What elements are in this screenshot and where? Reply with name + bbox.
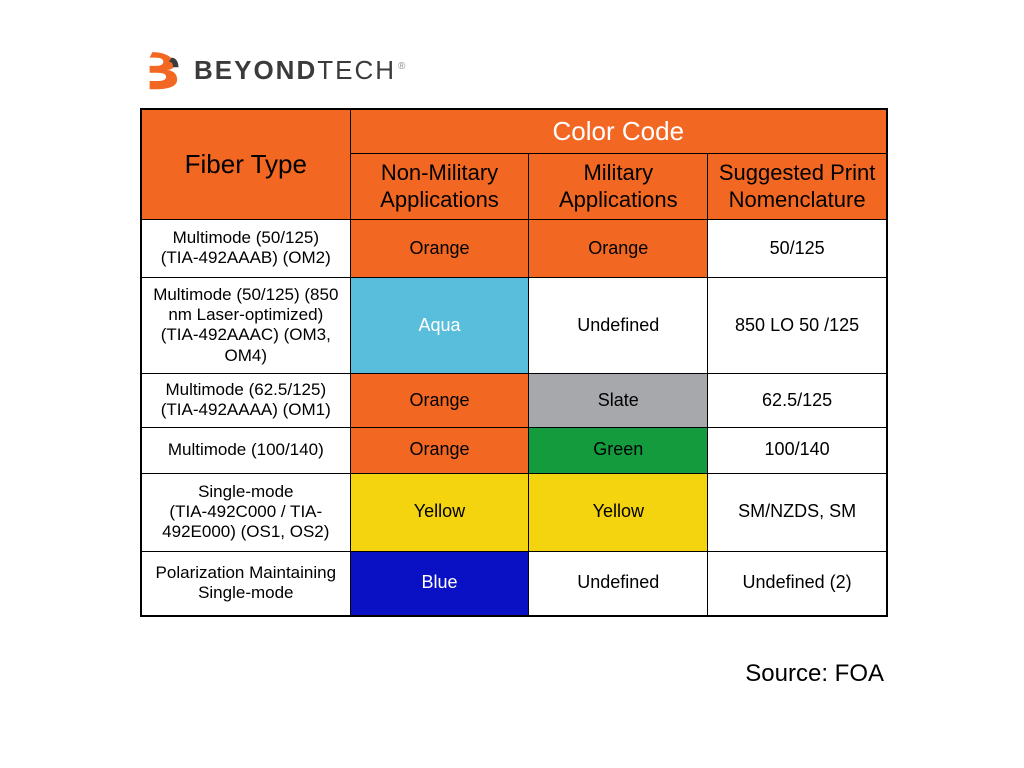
cell-nomenclature: 62.5/125 bbox=[708, 373, 887, 427]
cell-military: Green bbox=[529, 427, 708, 473]
table-row: Polarization MaintainingSingle-modeBlueU… bbox=[142, 551, 887, 615]
cell-nomenclature: 50/125 bbox=[708, 219, 887, 277]
table-body: Multimode (50/125)(TIA-492AAAB) (OM2)Ora… bbox=[142, 219, 887, 615]
cell-non-military: Aqua bbox=[350, 277, 529, 373]
cell-fiber-type: Multimode (50/125)(TIA-492AAAB) (OM2) bbox=[142, 219, 351, 277]
cell-fiber-type: Single-mode(TIA-492C000 / TIA-492E000) (… bbox=[142, 473, 351, 551]
cell-fiber-type: Multimode (50/125) (850nm Laser-optimize… bbox=[142, 277, 351, 373]
cell-nomenclature: SM/NZDS, SM bbox=[708, 473, 887, 551]
logo-text: BEYONDTECH® bbox=[194, 55, 407, 86]
header-non-military: Non-MilitaryApplications bbox=[350, 154, 529, 220]
cell-non-military: Yellow bbox=[350, 473, 529, 551]
table-row: Multimode (100/140)OrangeGreen100/140 bbox=[142, 427, 887, 473]
table-row: Single-mode(TIA-492C000 / TIA-492E000) (… bbox=[142, 473, 887, 551]
cell-military: Undefined bbox=[529, 277, 708, 373]
color-code-table: Fiber Type Color Code Non-MilitaryApplic… bbox=[140, 108, 888, 617]
logo-registered: ® bbox=[398, 61, 407, 72]
cell-non-military: Blue bbox=[350, 551, 529, 615]
header-fiber-type: Fiber Type bbox=[142, 110, 351, 220]
cell-fiber-type: Multimode (100/140) bbox=[142, 427, 351, 473]
brand-logo: BEYONDTECH® bbox=[140, 48, 407, 92]
cell-military: Undefined bbox=[529, 551, 708, 615]
cell-nomenclature: Undefined (2) bbox=[708, 551, 887, 615]
header-nomenclature: Suggested PrintNomenclature bbox=[708, 154, 887, 220]
header-color-code: Color Code bbox=[350, 110, 886, 154]
logo-light: TECH bbox=[317, 55, 396, 85]
cell-fiber-type: Multimode (62.5/125)(TIA-492AAAA) (OM1) bbox=[142, 373, 351, 427]
cell-nomenclature: 100/140 bbox=[708, 427, 887, 473]
cell-military: Orange bbox=[529, 219, 708, 277]
cell-nomenclature: 850 LO 50 /125 bbox=[708, 277, 887, 373]
cell-fiber-type: Polarization MaintainingSingle-mode bbox=[142, 551, 351, 615]
logo-bold: BEYOND bbox=[194, 55, 317, 85]
cell-military: Yellow bbox=[529, 473, 708, 551]
table-row: Multimode (50/125)(TIA-492AAAB) (OM2)Ora… bbox=[142, 219, 887, 277]
cell-non-military: Orange bbox=[350, 219, 529, 277]
table-row: Multimode (50/125) (850nm Laser-optimize… bbox=[142, 277, 887, 373]
source-attribution: Source: FOA bbox=[745, 660, 884, 688]
header-military: MilitaryApplications bbox=[529, 154, 708, 220]
cell-non-military: Orange bbox=[350, 427, 529, 473]
table-row: Multimode (62.5/125)(TIA-492AAAA) (OM1)O… bbox=[142, 373, 887, 427]
logo-icon bbox=[140, 48, 184, 92]
cell-military: Slate bbox=[529, 373, 708, 427]
cell-non-military: Orange bbox=[350, 373, 529, 427]
